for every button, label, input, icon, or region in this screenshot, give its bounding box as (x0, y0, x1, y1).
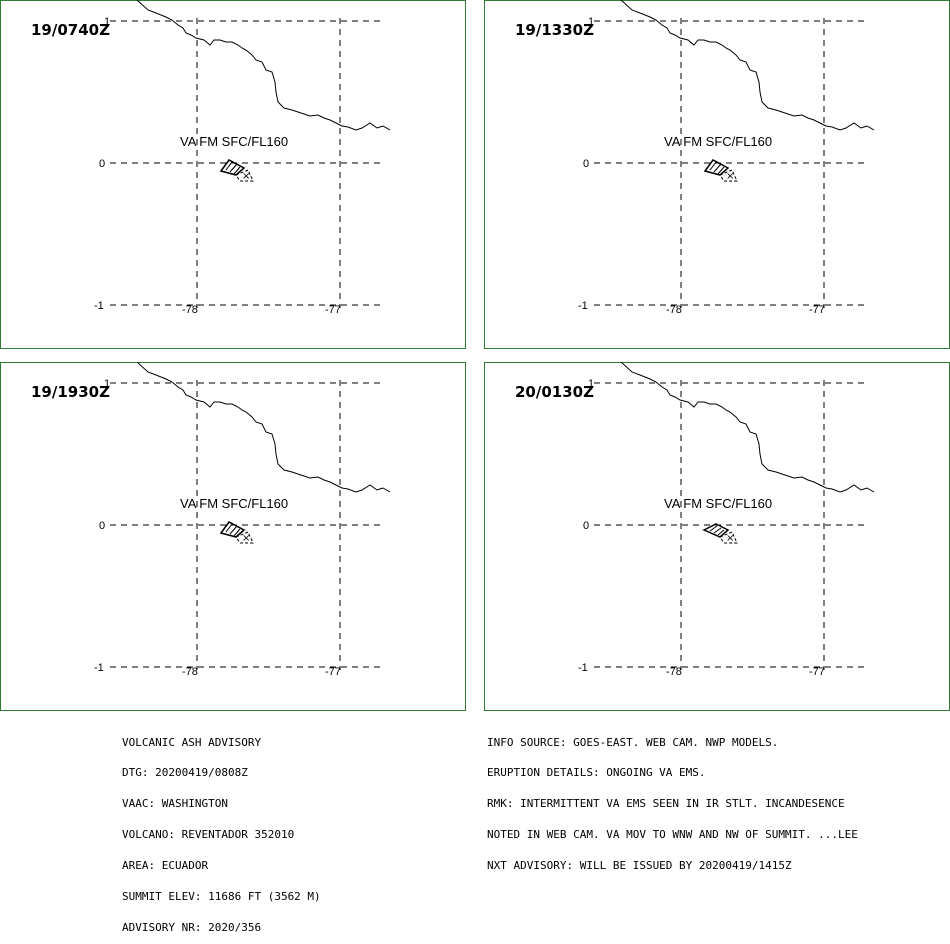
ash-plume-outline (219, 521, 246, 538)
latitude-tick-label: -1 (94, 300, 104, 312)
advisory-line: INFO SOURCE: GOES-EAST. WEB CAM. NWP MOD… (487, 735, 779, 749)
longitude-tick-label: -77 (809, 304, 825, 316)
longitude-tick-label: -77 (809, 666, 825, 678)
latitude-tick-label: 1 (588, 378, 594, 390)
ash-plume-forecast-outline (235, 531, 254, 544)
latitude-tick-label: 1 (588, 16, 594, 28)
longitude-tick-label: -77 (325, 666, 341, 678)
advisory-line: ERUPTION DETAILS: ONGOING VA EMS. (487, 766, 706, 780)
ash-plume-hatch (233, 528, 241, 537)
ash-plume-forecast-outline (719, 169, 738, 182)
ash-plume-outline (702, 523, 730, 538)
latitude-tick-label: 0 (99, 158, 105, 170)
ash-plume-hatch (225, 523, 233, 533)
advisory-left-text: VOLCANIC ASH ADVISORY DTG: 20200419/0808… (122, 717, 321, 944)
advisory-line: VOLCANO: REVENTADOR 352010 (122, 828, 295, 842)
advisory-line: RMK: INTERMITTENT VA EMS SEEN IN IR STLT… (487, 797, 845, 811)
ash-plume-hatch (233, 166, 241, 175)
forecast-maps: 1 0 -1 -78 -77 19/0740Z VA FM SFC/FL160 × 1 0 -1 -7… (0, 0, 950, 711)
ash-plume-hatch (717, 166, 725, 175)
volcano-marker: × (242, 171, 250, 182)
latitude-tick-label: -1 (578, 300, 588, 312)
map-panel: 1 0 -1 -78 -77 19/1930Z VA FM SFC/FL160 × (0, 361, 466, 711)
volcano-marker: × (726, 171, 734, 182)
latitude-tick-label: 1 (104, 16, 110, 28)
coastline (136, 361, 391, 493)
panel-time-label: 20/0130Z (515, 383, 594, 401)
longitude-tick-label: -78 (666, 304, 682, 316)
advisory-line: ADVISORY NR: 2020/356 (122, 920, 262, 934)
ash-plume-hatch (713, 163, 722, 173)
ash-plume-hatch (229, 163, 238, 173)
ash-height-label: VA FM SFC/FL160 (180, 134, 288, 149)
advisory-line: NXT ADVISORY: WILL BE ISSUED BY 20200419… (487, 859, 792, 873)
latitude-tick-label: -1 (578, 662, 588, 674)
volcano-marker: × (242, 533, 250, 544)
advisory-right-text: INFO SOURCE: GOES-EAST. WEB CAM. NWP MOD… (487, 717, 858, 882)
advisory-line: SUMMIT ELEV: 11686 FT (3562 M) (122, 890, 321, 904)
latitude-tick-label: 0 (583, 158, 589, 170)
panel-time-label: 19/1330Z (515, 21, 594, 39)
panel-time-label: 19/1930Z (31, 383, 110, 401)
coastline (136, 0, 391, 131)
advisory-line: AREA: ECUADOR (122, 859, 209, 873)
ash-plume-hatch (717, 529, 725, 536)
latitude-tick-label: -1 (94, 662, 104, 674)
map-panel: 1 0 -1 -78 -77 19/1330Z VA FM SFC/FL160 × (484, 0, 950, 349)
advisory-line: NOTED IN WEB CAM. VA MOV TO WNW AND NW O… (487, 828, 858, 842)
map-panel: 1 0 -1 -78 -77 19/0740Z VA FM SFC/FL160 × (0, 0, 466, 349)
ash-plume-outline (219, 159, 246, 176)
panel-time-label: 19/0740Z (31, 21, 110, 39)
map-panel: 1 0 -1 -78 -77 20/0130Z VA FM SFC/FL160 × (484, 361, 950, 711)
ash-plume-hatch (225, 161, 233, 171)
coastline (620, 361, 875, 493)
volcano-marker: × (726, 533, 734, 544)
ash-height-label: VA FM SFC/FL160 (664, 134, 772, 149)
latitude-tick-label: 0 (99, 520, 105, 532)
longitude-tick-label: -77 (325, 304, 341, 316)
longitude-tick-label: -78 (182, 666, 198, 678)
advisory-line: DTG: 20200419/0808Z (122, 766, 248, 780)
coastline (620, 0, 875, 131)
advisory-line: VAAC: WASHINGTON (122, 797, 228, 811)
longitude-tick-label: -78 (182, 304, 198, 316)
latitude-tick-label: 1 (104, 378, 110, 390)
ash-height-label: VA FM SFC/FL160 (180, 496, 288, 511)
ash-plume-hatch (229, 525, 238, 535)
ash-plume-forecast-outline (235, 169, 254, 182)
latitude-tick-label: 0 (583, 520, 589, 532)
ash-plume-outline (703, 159, 730, 176)
ash-plume-forecast-outline (719, 531, 738, 544)
advisory-line: VOLCANIC ASH ADVISORY (122, 735, 262, 749)
longitude-tick-label: -78 (666, 666, 682, 678)
ash-plume-hatch (709, 525, 718, 532)
ash-plume-hatch (713, 527, 722, 534)
ash-height-label: VA FM SFC/FL160 (664, 496, 772, 511)
ash-plume-hatch (709, 161, 717, 171)
